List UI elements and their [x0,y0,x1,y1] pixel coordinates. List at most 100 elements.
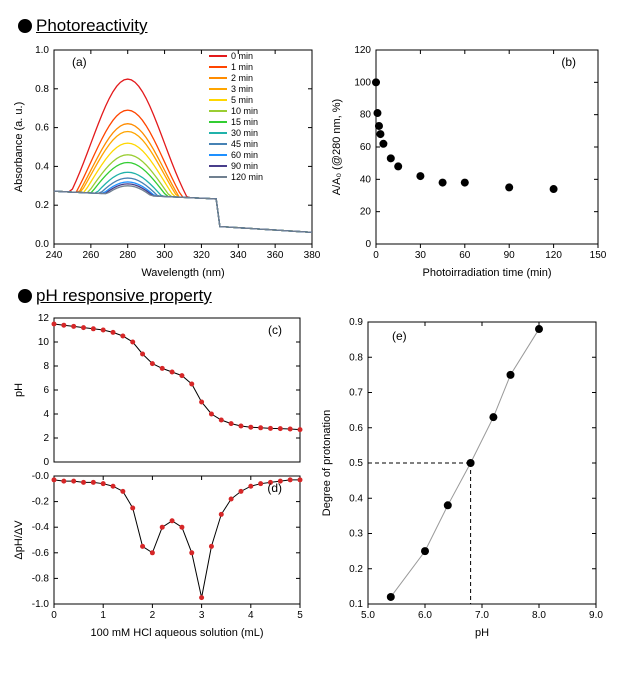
svg-text:ΔpH/ΔV: ΔpH/ΔV [13,520,25,560]
section-title: Photoreactivity [36,16,148,36]
svg-text:120 min: 120 min [231,172,263,182]
svg-text:8: 8 [43,361,49,372]
svg-text:0.2: 0.2 [349,564,363,575]
svg-text:0.1: 0.1 [349,599,363,610]
svg-text:300: 300 [156,250,173,261]
chart-cd-column: 024681012pH(c) 012345-1.0-0.8-0.6-0.4-0.… [10,310,310,640]
svg-text:4: 4 [248,610,254,621]
chart-a: 240 260 280 300 320 340 360 380 0.0 0.2 0.4 0.6 0.8 1… [10,40,320,280]
svg-text:(b): (b) [561,55,576,69]
svg-text:90: 90 [504,250,516,261]
svg-text:30: 30 [415,250,427,261]
svg-text:6: 6 [43,385,49,396]
svg-text:5 min: 5 min [231,95,253,105]
svg-text:380: 380 [304,250,320,261]
svg-text:0.5: 0.5 [349,458,363,469]
svg-text:0: 0 [51,610,57,621]
svg-text:3 min: 3 min [231,84,253,94]
svg-text:12: 12 [38,313,50,324]
svg-text:-0.4: -0.4 [32,522,50,533]
svg-text:260: 260 [83,250,100,261]
svg-text:A/A₀ (@280 nm, %): A/A₀ (@280 nm, %) [331,99,343,195]
svg-text:2: 2 [150,610,156,621]
svg-text:(e): (e) [392,329,407,343]
svg-text:150: 150 [590,250,607,261]
svg-text:-0.0: -0.0 [32,471,50,482]
svg-text:0.7: 0.7 [349,388,363,399]
svg-text:0.4: 0.4 [349,493,363,504]
svg-text:1 min: 1 min [231,62,253,72]
svg-text:8.0: 8.0 [532,610,546,621]
svg-text:(d): (d) [267,481,282,495]
svg-text:2 min: 2 min [231,73,253,83]
svg-text:9.0: 9.0 [589,610,603,621]
chart-b: 0 30 60 90 120 150 0 20 40 60 80 100 120 Photoirradia… [328,40,608,280]
svg-text:320: 320 [193,250,210,261]
svg-text:pH: pH [475,627,489,639]
svg-text:4: 4 [43,409,49,420]
svg-text:5: 5 [297,610,303,621]
svg-text:0 min: 0 min [231,51,253,61]
svg-text:280: 280 [119,250,136,261]
svg-text:0.8: 0.8 [349,352,363,363]
svg-text:120: 120 [354,45,371,56]
row-2: 024681012pH(c) 012345-1.0-0.8-0.6-0.4-0.… [10,310,608,640]
svg-text:Absorbance (a. u.): Absorbance (a. u.) [13,102,25,193]
svg-text:pH: pH [13,383,25,397]
svg-text:1: 1 [100,610,106,621]
svg-text:120: 120 [545,250,562,261]
svg-text:60: 60 [459,250,471,261]
chart-c: 0 2 4 6 8 10 12 pH (c) [10,310,310,470]
svg-text:0.9: 0.9 [349,317,363,328]
svg-text:Degree of protonation: Degree of protonation [321,410,333,516]
bullet-icon [18,19,32,33]
svg-text:240: 240 [46,250,63,261]
svg-text:Photoirradiation time (min): Photoirradiation time (min) [423,267,552,279]
svg-text:100: 100 [354,77,371,88]
svg-text:0.6: 0.6 [349,423,363,434]
section-title: pH responsive property [36,286,212,306]
svg-text:30 min: 30 min [231,128,258,138]
svg-text:0.0: 0.0 [35,239,49,250]
svg-text:2: 2 [43,433,49,444]
svg-text:60 min: 60 min [231,150,258,160]
svg-text:45 min: 45 min [231,139,258,149]
svg-text:100 mM HCl aqueous solution (m: 100 mM HCl aqueous solution (mL) [90,627,263,639]
svg-text:0: 0 [373,250,379,261]
bullet-icon [18,289,32,303]
svg-text:0.4: 0.4 [35,161,49,172]
row-1: 2402602803003203403603800.00.20.40.60.81… [10,40,608,280]
chart-e: 5.0 6.0 7.0 8.0 9.0 0.1 0.2 0.3 0.4 0.5 0.6 0.7 0.8 0… [318,310,608,640]
svg-text:10 min: 10 min [231,106,258,116]
svg-text:360: 360 [267,250,284,261]
svg-text:-1.0: -1.0 [32,599,50,610]
svg-text:-0.8: -0.8 [32,573,50,584]
svg-text:-0.6: -0.6 [32,548,50,559]
svg-text:(a): (a) [72,55,87,69]
svg-text:20: 20 [360,207,372,218]
svg-text:1.0: 1.0 [35,45,49,56]
svg-text:0.3: 0.3 [349,529,363,540]
svg-text:10: 10 [38,337,50,348]
svg-text:6.0: 6.0 [418,610,432,621]
svg-text:5.0: 5.0 [361,610,375,621]
svg-text:0: 0 [365,239,371,250]
svg-text:80: 80 [360,110,372,121]
svg-text:(c): (c) [268,323,282,337]
chart-d: 0 1 2 3 4 5 -1.0 -0.8 -0.6 -0.4 -0.2 -0.0 100 mM HCl… [10,470,310,640]
svg-text:0.2: 0.2 [35,200,49,211]
svg-text:0.6: 0.6 [35,123,49,134]
svg-text:Wavelength (nm): Wavelength (nm) [141,267,224,279]
svg-text:60: 60 [360,142,372,153]
svg-text:0: 0 [43,457,49,468]
svg-text:-0.2: -0.2 [32,497,50,508]
section-header-photoreactivity: Photoreactivity [18,16,608,36]
svg-text:0.8: 0.8 [35,84,49,95]
svg-text:3: 3 [199,610,205,621]
svg-text:90 min: 90 min [231,161,258,171]
svg-text:7.0: 7.0 [475,610,489,621]
section-header-ph: pH responsive property [18,286,608,306]
svg-text:15 min: 15 min [231,117,258,127]
svg-text:40: 40 [360,174,372,185]
svg-text:340: 340 [230,250,247,261]
